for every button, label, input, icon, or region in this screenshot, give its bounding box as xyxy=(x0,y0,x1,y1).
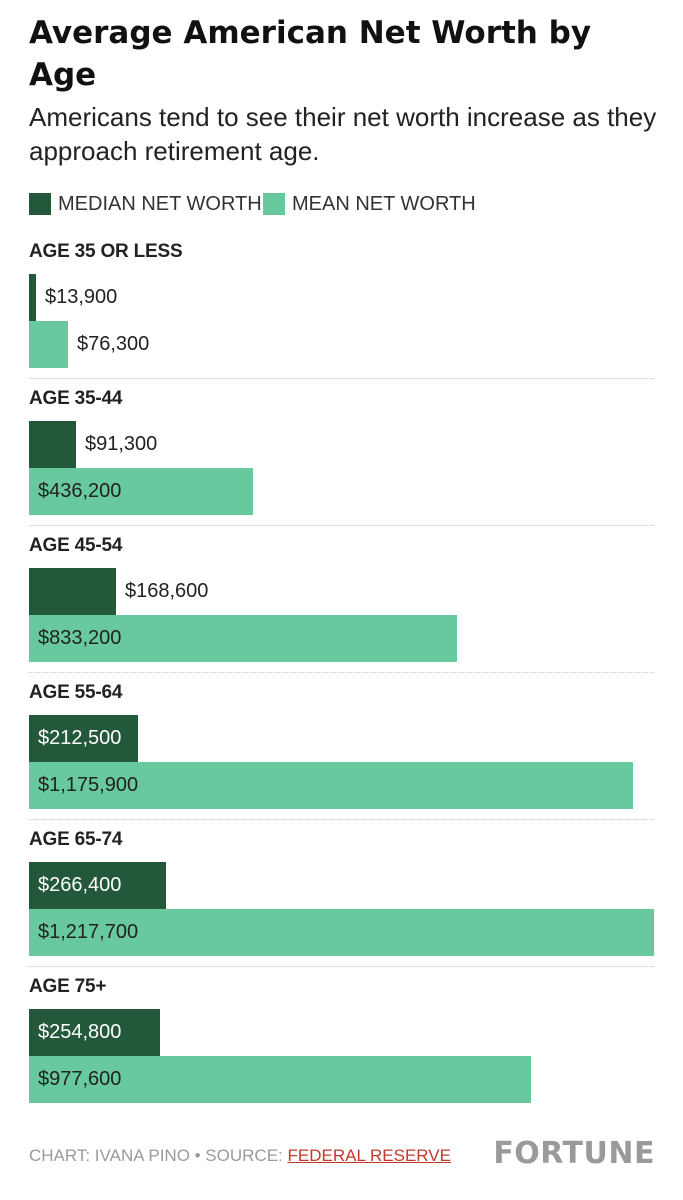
bar-mean-age-35-44 xyxy=(29,468,253,515)
value-label-median-age-45-54: $168,600 xyxy=(125,580,209,602)
value-label-median-age-35-44: $91,300 xyxy=(85,433,158,455)
value-label-mean-age-35-44: $436,200 xyxy=(38,480,122,502)
group-divider xyxy=(29,378,654,379)
chart-subtitle: Americans tend to see their net worth in… xyxy=(29,102,657,166)
legend-label-mean: MEAN NET WORTH xyxy=(292,193,476,215)
bar-mean-age-65-74 xyxy=(29,909,654,956)
value-label-mean-age-45-54: $833,200 xyxy=(38,627,122,649)
value-label-median-age-65-74: $266,400 xyxy=(38,874,122,896)
footer-credit: CHART: IVANA PINO • SOURCE: FEDERAL RESE… xyxy=(29,1146,451,1166)
group-divider xyxy=(29,525,654,526)
legend-label-median: MEDIAN NET WORTH xyxy=(58,193,262,215)
bar-mean-age-35-or-less xyxy=(29,321,68,368)
bar-mean-age-75 xyxy=(29,1056,531,1103)
bar-median-age-45-54 xyxy=(29,568,116,615)
credit-text: CHART: IVANA PINO • SOURCE: xyxy=(29,1146,288,1165)
group-divider xyxy=(29,966,654,967)
group-label-age-65-74: AGE 65-74 xyxy=(29,829,123,850)
value-label-mean-age-75: $977,600 xyxy=(38,1068,122,1090)
bar-median-age-55-64 xyxy=(29,715,138,762)
legend-swatch-median xyxy=(29,193,51,215)
bar-median-age-75 xyxy=(29,1009,160,1056)
group-divider xyxy=(29,672,654,673)
source-link[interactable]: FEDERAL RESERVE xyxy=(287,1146,451,1165)
bar-median-age-35-or-less xyxy=(29,274,36,321)
value-label-mean-age-35-or-less: $76,300 xyxy=(77,333,150,355)
fortune-logo: FORTUNE xyxy=(493,1136,655,1171)
group-label-age-35-44: AGE 35-44 xyxy=(29,388,123,409)
bar-median-age-35-44 xyxy=(29,421,76,468)
bar-median-age-65-74 xyxy=(29,862,166,909)
chart-title: Average American Net Worth by Age xyxy=(29,15,592,93)
legend-swatch-mean xyxy=(263,193,285,215)
group-label-age-45-54: AGE 45-54 xyxy=(29,535,123,556)
bar-mean-age-45-54 xyxy=(29,615,457,662)
group-label-age-35-or-less: AGE 35 OR LESS xyxy=(29,241,183,262)
bar-mean-age-55-64 xyxy=(29,762,633,809)
value-label-median-age-75: $254,800 xyxy=(38,1021,122,1043)
value-label-median-age-55-64: $212,500 xyxy=(38,727,122,749)
value-label-mean-age-65-74: $1,217,700 xyxy=(38,921,139,943)
bar-chart: AGE 35 OR LESS $13,900 $76,300 AGE 35-44 $91… xyxy=(0,230,683,1120)
value-label-median-age-35-or-less: $13,900 xyxy=(45,286,118,308)
group-divider xyxy=(29,819,654,820)
value-label-mean-age-55-64: $1,175,900 xyxy=(38,774,139,796)
group-label-age-55-64: AGE 55-64 xyxy=(29,682,123,703)
group-label-age-75: AGE 75+ xyxy=(29,976,107,997)
